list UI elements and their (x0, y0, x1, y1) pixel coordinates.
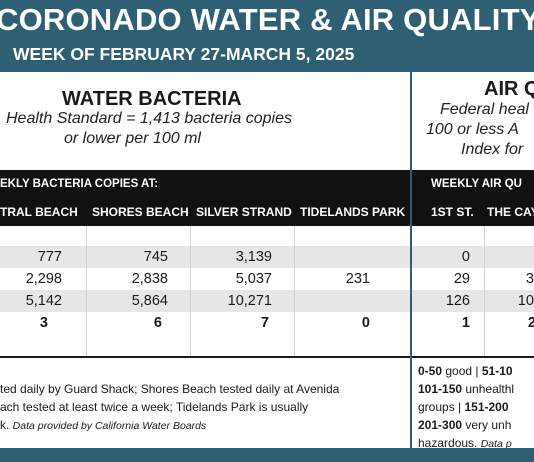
water-cell: 5,037 (235, 271, 272, 287)
air-total: 1 (461, 315, 470, 331)
air-total: 2 (527, 315, 534, 331)
air-cell: 4 (412, 246, 534, 268)
table-row (0, 268, 534, 290)
air-legend-line-2: 101-150 unhealthl (418, 380, 514, 398)
water-footnote-text: k. (0, 418, 13, 432)
footer-bar (0, 448, 534, 462)
air-standard-line-1: Federal heal (440, 101, 529, 118)
week-subtitle: WEEK OF FEBRUARY 27-MARCH 5, 2025 (13, 44, 355, 64)
page-title: CORONADO WATER & AIR QUALITY R (0, 2, 534, 37)
col-first-st: 1ST ST. (431, 205, 474, 219)
air-legend-line-3: groups | 151-200 (418, 398, 509, 416)
column-divider (190, 226, 191, 356)
air-standard-line-2: 100 or less A (426, 121, 519, 138)
aqi-label: good | (442, 364, 482, 378)
water-footnote-line-3: k. Data provided by California Water Boa… (0, 416, 206, 435)
aqi-label: very unh (462, 418, 512, 432)
water-table-header-bar: EKLY BACTERIA COPIES AT: (0, 170, 410, 198)
water-footnote-line-2: ach tested at least twice a week; Tidela… (0, 400, 309, 414)
aqi-range: 201-300 (418, 418, 463, 432)
water-cell: 745 (143, 249, 168, 265)
col-tidelands-park: TIDELANDS PARK (300, 205, 406, 219)
air-column-headers: 1ST ST. THE CAY (412, 198, 534, 226)
water-total: 0 (361, 315, 370, 331)
water-footnote-line-1: ted daily by Guard Shack; Shores Beach t… (0, 382, 340, 396)
table-row-totals (0, 312, 534, 334)
aqi-range: 0-50 (418, 364, 443, 378)
water-cell: 231 (345, 271, 370, 287)
water-cell: 3,139 (235, 249, 272, 265)
air-source: Data p (480, 438, 512, 450)
table-row (0, 226, 534, 248)
aqi-label: hazardous. (418, 436, 481, 450)
aqi-label: groups | (418, 400, 465, 414)
col-the-cays: THE CAY (487, 205, 534, 219)
water-total: 3 (39, 315, 48, 331)
water-column-headers: TRAL BEACH SHORES BEACH SILVER STRAND TI… (0, 198, 410, 226)
water-cell: 2,838 (131, 271, 168, 287)
col-shores-beach: SHORES BEACH (92, 205, 189, 219)
air-legend-line-4: 201-300 very unh (418, 416, 511, 434)
air-table-header-bar: WEEKLY AIR QU (412, 170, 534, 198)
air-cell: 0 (461, 249, 470, 265)
air-section-title: AIR Q (484, 78, 534, 100)
section-divider (410, 72, 412, 462)
water-cell: 10,271 (227, 293, 272, 309)
col-silver-strand: SILVER STRAND (196, 205, 292, 219)
water-cell: 5,142 (25, 293, 62, 309)
aqi-range: 51-10 (481, 364, 513, 378)
header-banner: CORONADO WATER & AIR QUALITY R WEEK OF F… (0, 0, 534, 72)
water-section-title: WATER BACTERIA (62, 88, 242, 110)
water-cell: 2,298 (25, 271, 62, 287)
air-legend-line-1: 0-50 good | 51-10 (418, 362, 513, 380)
air-cell: 29 (453, 271, 470, 287)
table-row (0, 290, 534, 312)
aqi-range: 101-150 (418, 382, 463, 396)
water-standard-line-1: Health Standard = 1,413 bacteria copies (6, 110, 292, 127)
water-total: 6 (153, 315, 162, 331)
air-legend-line-5: hazardous. Data p (418, 434, 512, 453)
col-central-beach: TRAL BEACH (0, 205, 78, 219)
aqi-range: 151-200 (464, 400, 509, 414)
column-divider (294, 226, 295, 356)
water-bar-label: EKLY BACTERIA COPIES AT: (0, 178, 159, 190)
table-bottom-rule (0, 356, 534, 358)
air-cell: 109 (517, 293, 534, 309)
water-cell: 5,864 (131, 293, 168, 309)
air-bar-label: WEEKLY AIR QU (431, 178, 522, 190)
aqi-label: unhealthl (462, 382, 515, 396)
water-footnote-source: Data provided by California Water Boards (12, 420, 207, 432)
air-standard-line-3: Index for (461, 141, 524, 158)
air-cell: 126 (445, 293, 470, 309)
water-total: 7 (260, 315, 269, 331)
column-divider (484, 226, 485, 356)
column-divider (86, 226, 87, 356)
air-cell: 36 (525, 271, 534, 287)
water-cell: 777 (37, 249, 62, 265)
water-standard-line-2: or lower per 100 ml (64, 130, 201, 147)
table-row (0, 246, 534, 268)
